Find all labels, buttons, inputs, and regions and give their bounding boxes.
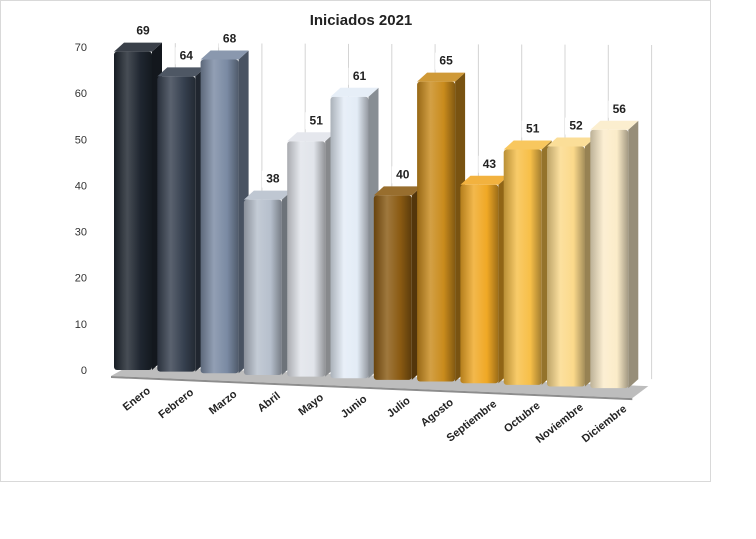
bar-front [417, 81, 456, 382]
x-tick-label: Mayo [296, 391, 326, 418]
y-tick-label: 0 [81, 365, 87, 377]
x-tick-label: Febrero [156, 386, 196, 421]
bars [114, 42, 639, 389]
data-label: 38 [261, 170, 284, 188]
data-label: 68 [218, 30, 241, 48]
bar-front [287, 141, 326, 377]
bar-top [460, 175, 509, 185]
x-tick-label: Julio [385, 395, 413, 420]
bar-julio [373, 186, 422, 380]
bar-front [157, 76, 196, 372]
x-tick-label: Abril [256, 390, 283, 415]
data-label: 64 [175, 47, 198, 65]
bar-top [547, 137, 595, 147]
y-axis-ticks: 0 10 20 30 40 50 60 70 [75, 42, 87, 377]
data-label-text: 64 [180, 48, 194, 62]
chart-title: Iniciados 2021 [310, 12, 413, 29]
chart-frame: Iniciados 2021 0 10 20 30 40 50 60 70 Enero Febr… [0, 0, 711, 482]
bar-front [460, 184, 499, 384]
bar-side [628, 120, 639, 389]
bar-front [200, 59, 239, 374]
bar-septiembre [460, 175, 509, 384]
bar-junio [330, 87, 379, 379]
data-label: 51 [305, 112, 328, 130]
bar-top [590, 120, 639, 130]
x-tick-label: Agosto [419, 396, 456, 429]
bar-top [330, 87, 379, 97]
bar-diciembre [590, 120, 639, 389]
bar-agosto [417, 72, 466, 382]
x-tick-label: Diciembre [580, 403, 629, 445]
data-label-text: 51 [310, 113, 324, 127]
data-label: 56 [608, 100, 631, 118]
bar-front [547, 146, 585, 387]
y-tick-label: 20 [75, 273, 87, 285]
data-label: 65 [435, 52, 458, 70]
y-tick-label: 30 [75, 227, 87, 239]
data-label: 52 [565, 117, 587, 135]
bar-octubre [503, 140, 552, 385]
bar-top [287, 132, 336, 142]
bar-front [373, 195, 412, 380]
data-label-text: 40 [396, 167, 410, 181]
bar-top [200, 50, 249, 60]
data-label-text: 51 [526, 122, 540, 136]
data-label: 43 [478, 155, 501, 173]
data-label-text: 61 [353, 69, 367, 83]
bar-enero [114, 42, 162, 370]
bar-front [330, 96, 369, 379]
data-label-text: 69 [136, 24, 150, 38]
floor-edge [111, 376, 633, 401]
data-label-text: 56 [613, 102, 627, 116]
chart-canvas: Iniciados 2021 0 10 20 30 40 50 60 70 Enero Febr… [75, 12, 653, 446]
data-label-text: 43 [483, 157, 497, 171]
y-tick-label: 10 [75, 319, 87, 331]
bar-top [373, 186, 422, 196]
bar-febrero [157, 67, 206, 372]
y-tick-label: 60 [75, 88, 87, 100]
data-labels: 69 64 68 38 51 61 40 65 43 51 52 56 [132, 22, 631, 188]
data-label-text: 38 [266, 172, 280, 186]
data-label-text: 68 [223, 32, 237, 46]
y-tick-label: 40 [75, 180, 87, 192]
x-tick-label: Marzo [207, 388, 240, 417]
data-label: 40 [391, 166, 414, 184]
bar-top [243, 190, 292, 200]
bar-front [590, 129, 629, 389]
bar-abril [243, 190, 292, 375]
bar-front [503, 149, 542, 385]
bar-top [417, 72, 466, 82]
bar-front [114, 51, 152, 370]
data-label-text: 52 [569, 119, 583, 133]
data-label: 51 [521, 120, 544, 138]
data-label-text: 65 [439, 54, 453, 68]
bar-noviembre [547, 137, 595, 387]
bar-front [243, 199, 282, 375]
x-tick-label: Junio [339, 393, 370, 421]
x-tick-label: Enero [121, 385, 153, 414]
data-label: 61 [348, 67, 371, 85]
y-tick-label: 50 [75, 134, 87, 146]
bar-top [114, 42, 162, 52]
bar-top [503, 140, 552, 150]
y-tick-label: 70 [75, 42, 87, 54]
x-tick-label: Octubre [502, 400, 543, 435]
bar-marzo [200, 50, 249, 374]
bar-top [157, 67, 206, 77]
data-label: 69 [132, 22, 154, 40]
bar-mayo [287, 132, 336, 377]
